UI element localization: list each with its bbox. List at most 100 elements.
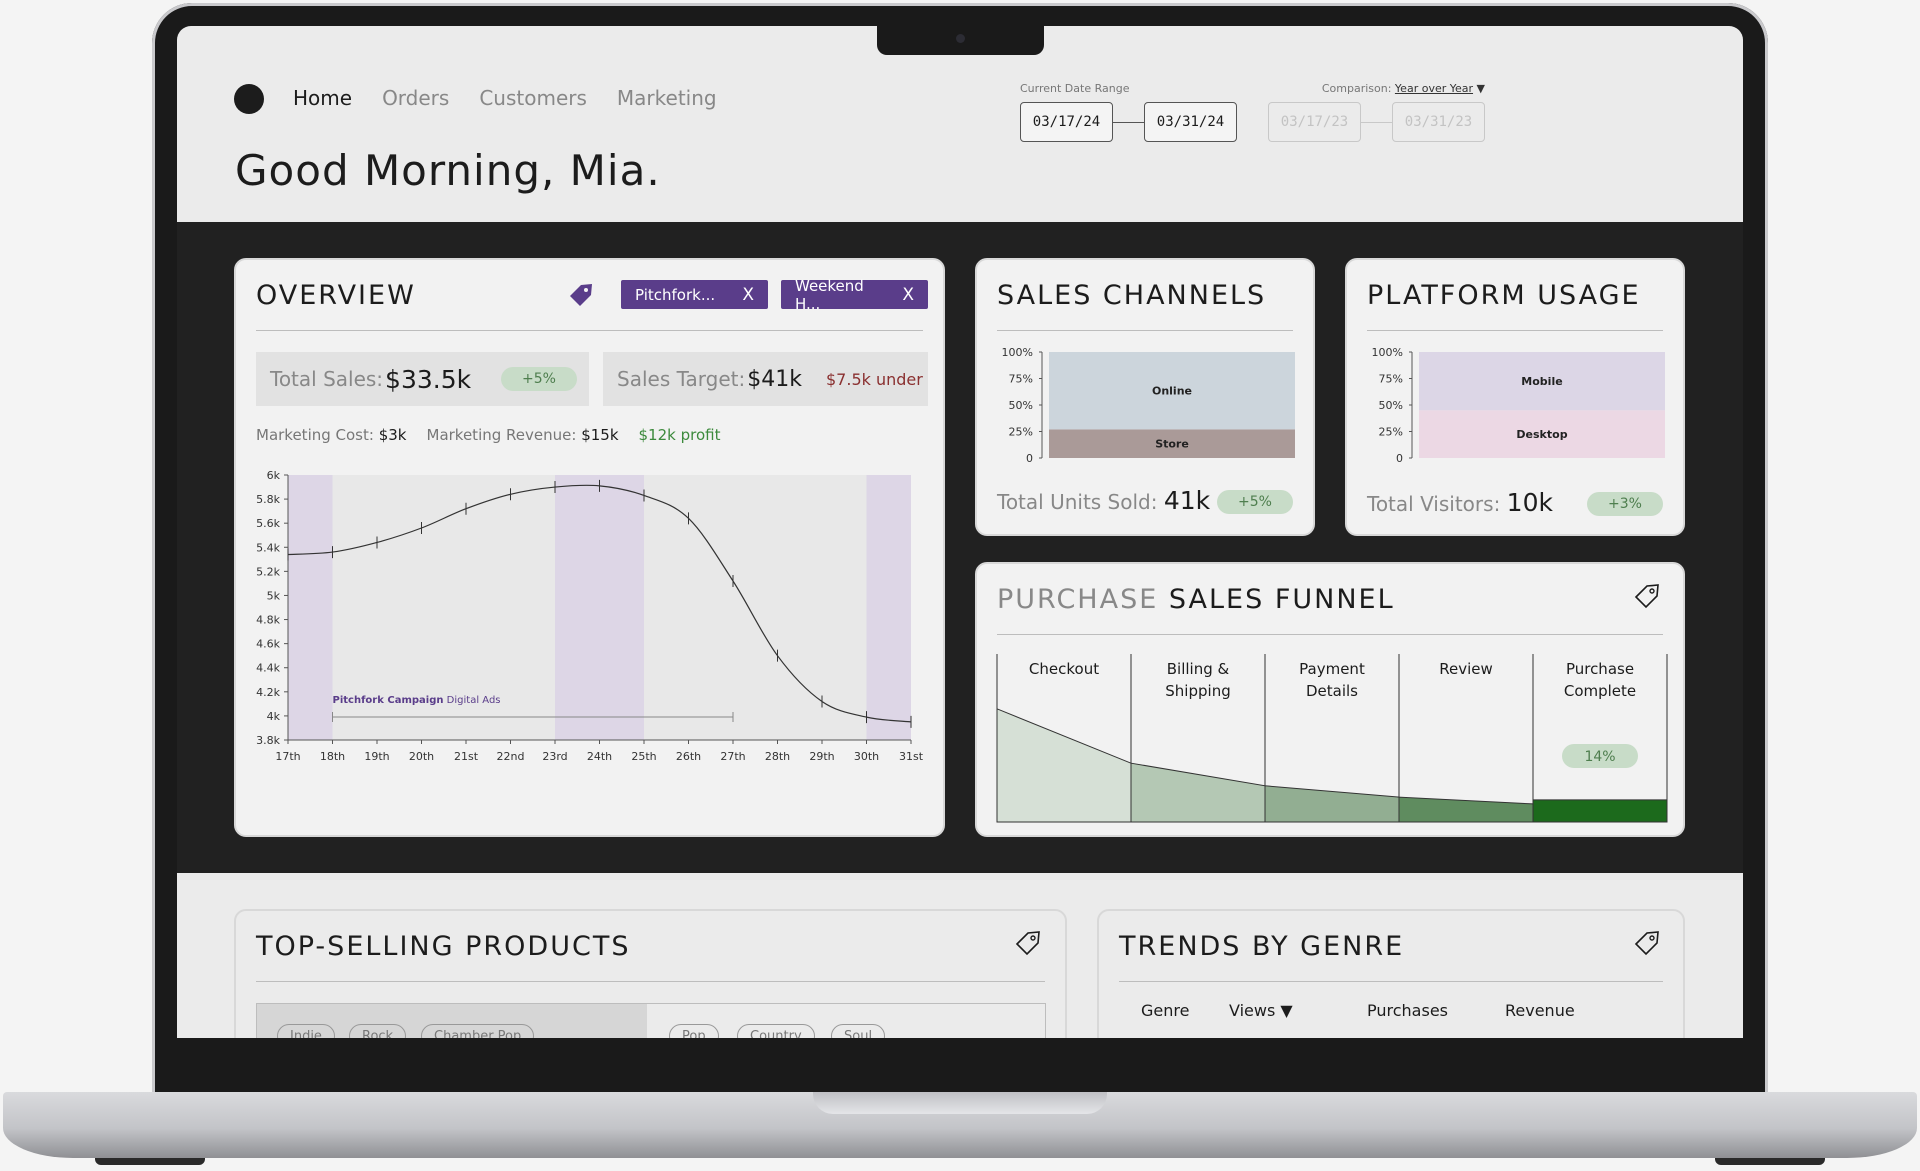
funnel-stage-area [1264, 785, 1400, 823]
nav-customers[interactable]: Customers [479, 86, 587, 110]
nav-orders[interactable]: Orders [382, 86, 450, 110]
highlight-range [288, 475, 333, 740]
marketing-cost: Marketing Cost: $3k [256, 426, 407, 444]
platform-usage-chart[interactable]: 100% 75% 50% 25% 0 Desktop Mobile [1347, 348, 1685, 472]
x-tick-label: 22nd [497, 750, 525, 763]
filter-chip-weekend[interactable]: Weekend H... X [781, 277, 928, 313]
marketing-revenue: Marketing Revenue: $15k [427, 426, 619, 444]
x-tick-label: 24th [587, 750, 612, 763]
x-tick-label: 25th [631, 750, 656, 763]
comparison-end-input[interactable]: 03/31/23 [1392, 102, 1485, 142]
greeting-title: Good Morning, Mia. [235, 146, 661, 195]
x-tick-label: 20th [409, 750, 434, 763]
column-purchases[interactable]: Purchases [1367, 1001, 1448, 1020]
x-tick-label: 21st [454, 750, 479, 763]
y-tick-label: 5.4k [256, 541, 280, 554]
genre-chip[interactable]: Soul [831, 1024, 886, 1038]
comparison-date-range: Comparison: Year over Year ▼ 03/17/23 03… [1268, 82, 1485, 142]
sales-target-stat: Sales Target: $41k [603, 352, 928, 406]
y-tick-label: 4.8k [256, 614, 280, 627]
sales-funnel-title-muted: PURCHASE [997, 584, 1159, 615]
nav-home[interactable]: Home [293, 86, 353, 110]
stacked-segment-desktop [1419, 410, 1665, 458]
marketing-cost-value: $3k [378, 426, 407, 444]
total-sales-value: $33.5k [385, 364, 472, 394]
column-revenue[interactable]: Revenue [1505, 1001, 1575, 1020]
completion-badge [1562, 744, 1638, 768]
funnel-stage-label: Purchase [1566, 660, 1634, 678]
segment-label: Store [1155, 438, 1189, 451]
filter-chip-pitchfork[interactable]: Pitchfork... X [621, 280, 768, 309]
y-tick-label: 100% [1372, 348, 1403, 359]
funnel-stage-label: Billing & [1167, 660, 1230, 678]
y-tick-label: 25% [1379, 426, 1403, 439]
date-range-label: Current Date Range [1020, 82, 1130, 95]
y-tick-label: 50% [1379, 399, 1403, 412]
chevron-down-icon[interactable]: ▼ [1476, 82, 1485, 95]
stacked-segment-online [1049, 352, 1295, 430]
logo-icon[interactable] [234, 84, 264, 114]
x-tick-label: 30th [854, 750, 879, 763]
divider [256, 330, 923, 331]
units-sold-value: 41k [1163, 486, 1211, 515]
date-range-connector [1113, 121, 1144, 123]
comparison-label: Comparison: Year over Year ▼ [1268, 82, 1485, 95]
genre-chip[interactable]: Rock [349, 1024, 407, 1038]
total-sales-change-badge: +5% [501, 367, 577, 391]
y-tick-label: 3.8k [256, 734, 280, 747]
sales-funnel-chart[interactable]: Checkout Billing & Shipping Payment Details R… [977, 654, 1685, 834]
genre-tabs: Indie Rock Chamber Pop Pop Country Soul [256, 1003, 1046, 1038]
current-date-range: Current Date Range 03/17/24 03/31/24 [1020, 82, 1237, 142]
completion-badge-label: 14% [1584, 749, 1615, 765]
divider [1119, 981, 1663, 982]
y-tick-label: 100% [1002, 348, 1033, 359]
dashboard-light-section: TOP-SELLING PRODUCTS Indie Rock Chamber … [177, 873, 1743, 1038]
units-sold-change-badge: +5% [1217, 490, 1293, 514]
genre-chip[interactable]: Country [737, 1024, 815, 1038]
column-views[interactable]: Views ▼ [1229, 1001, 1293, 1020]
date-end-input[interactable]: 03/31/24 [1144, 102, 1237, 142]
units-sold-stat: Total Units Sold: 41k [997, 486, 1210, 515]
x-tick-label: 26th [676, 750, 701, 763]
tag-icon[interactable] [1632, 928, 1662, 958]
top-products-title: TOP-SELLING PRODUCTS [256, 931, 631, 962]
y-tick-label: 75% [1009, 373, 1033, 386]
camera-icon [956, 34, 965, 43]
platform-usage-card: PLATFORM USAGE 100% 75% 50% 25% 0 Desktop Mobi… [1345, 258, 1685, 536]
screen: Home Orders Customers Marketing Good Mor… [177, 26, 1743, 1038]
tag-icon[interactable] [1013, 928, 1043, 958]
funnel-stage-label: Complete [1564, 682, 1636, 700]
total-sales-label: Total Sales: [270, 367, 384, 391]
comparison-start-input[interactable]: 03/17/23 [1268, 102, 1361, 142]
date-start-input[interactable]: 03/17/24 [1020, 102, 1113, 142]
nav-marketing[interactable]: Marketing [616, 86, 717, 110]
genre-chip[interactable]: Pop [669, 1024, 719, 1038]
visitors-stat: Total Visitors: 10k [1367, 488, 1553, 517]
marketing-cost-label: Marketing Cost: [256, 426, 374, 444]
tag-icon[interactable] [1632, 581, 1662, 611]
x-tick-label: 19th [364, 750, 389, 763]
highlight-range [555, 475, 644, 740]
sales-target-delta: $7.5k under [826, 370, 923, 389]
sales-line-chart[interactable]: 6k 5.8k 5.6k 5.4k 5.2k 5k 4.8k 4.6k 4.4k 4.2k 4k 3.… [236, 465, 945, 835]
stacked-segment-mobile [1419, 352, 1665, 411]
sales-target-value: $41k [747, 366, 802, 392]
annotation-label: Pitchfork Campaign Digital Ads [333, 695, 501, 706]
funnel-stage-area [1532, 799, 1668, 823]
close-icon[interactable]: X [902, 284, 914, 305]
funnel-stage-label: Payment [1299, 660, 1365, 678]
column-genre[interactable]: Genre [1141, 1001, 1190, 1020]
genre-chip[interactable]: Indie [277, 1024, 335, 1038]
sales-channels-chart[interactable]: 100% 75% 50% 25% 0 Store Online [977, 348, 1315, 468]
funnel-stage-label: Review [1439, 660, 1493, 678]
visitors-value: 10k [1506, 488, 1553, 517]
comparison-select[interactable]: Year over Year [1394, 82, 1474, 95]
y-tick-label: 6k [267, 469, 281, 482]
highlight-range [866, 475, 911, 740]
y-tick-label: 0 [1026, 452, 1033, 465]
close-icon[interactable]: X [742, 284, 754, 305]
y-tick-label: 4.4k [256, 662, 280, 675]
genre-chip[interactable]: Chamber Pop [421, 1024, 535, 1038]
tag-icon[interactable] [566, 280, 596, 310]
segment-label: Desktop [1516, 428, 1567, 441]
